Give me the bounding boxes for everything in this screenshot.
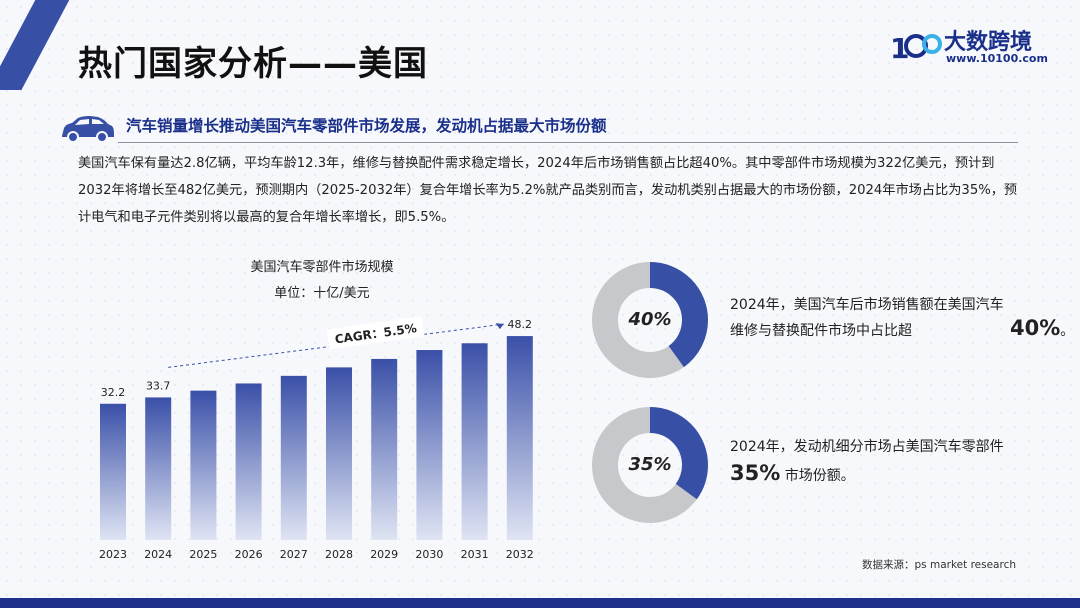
x-tick-label: 2030 xyxy=(415,548,443,561)
logo-url: www.10100.com xyxy=(946,52,1048,65)
x-tick-label: 2024 xyxy=(144,548,172,561)
bar-2024 xyxy=(145,397,172,540)
bar-2023 xyxy=(100,403,126,540)
brand-logo: 1 大数跨境 www.10100.com xyxy=(888,22,1058,68)
data-label-2024: 33.7 xyxy=(146,379,171,392)
bar-2030 xyxy=(416,350,443,540)
logo-name: 大数跨境 xyxy=(944,30,1033,55)
x-tick-label: 2029 xyxy=(370,548,398,561)
desc-highlight: 40% xyxy=(1010,316,1061,340)
donut-chart-engine: 35% xyxy=(590,405,710,525)
market-size-bar-chart: 2023 32.2 2024 33.7 2025 2026 2027 2028 2029 2030… xyxy=(99,316,534,561)
donut-fill xyxy=(592,262,708,378)
data-source: 数据来源：ps market research xyxy=(862,559,1016,571)
bar-2027 xyxy=(280,375,307,540)
donut-chart-aftermarket: 40% xyxy=(590,260,710,380)
page-title: 热门国家分析——美国 xyxy=(78,44,428,84)
cagr-label-background xyxy=(326,316,425,350)
x-tick-label: 2023 xyxy=(99,548,127,561)
chart-unit-label: 单位：十亿/美元 xyxy=(274,286,370,301)
svg-text:1: 1 xyxy=(890,32,909,65)
bar-2028 xyxy=(326,367,352,540)
donut-description-aftermarket: 2024年，美国汽车后市场销售额在美国汽车维修与替换配件市场中占比超 40%。 xyxy=(730,292,1074,344)
desc-highlight: 35% xyxy=(730,461,781,485)
x-tick-label: 2028 xyxy=(325,548,353,561)
cagr-arrow-head xyxy=(495,323,504,330)
summary-paragraph: 美国汽车保有量达2.8亿辆，平均车龄12.3年，维修与替换配件需求稳定增长，20… xyxy=(78,156,1018,225)
donut-percent-label: 35% xyxy=(628,454,672,475)
bar-2025 xyxy=(190,390,217,540)
x-tick-label: 2026 xyxy=(235,548,263,561)
bar-2032 xyxy=(506,336,533,540)
desc-text: 2024年，发动机细分市场占美国汽车零部件 xyxy=(730,439,1004,455)
desc-suffix: 市场份额。 xyxy=(780,468,855,484)
x-tick-label: 2031 xyxy=(461,548,489,561)
donut-description-engine: 2024年，发动机细分市场占美国汽车零部件 35% 市场份额。 xyxy=(730,434,1004,489)
x-tick-label: 2032 xyxy=(506,548,534,561)
data-label-2023: 32.2 xyxy=(101,386,126,399)
car-icon xyxy=(62,116,114,143)
bar-2031 xyxy=(461,343,488,540)
desc-text: 2024年，美国汽车后市场销售额在美国汽车维修与替换配件市场中占比超 xyxy=(730,297,1004,339)
desc-suffix: 。 xyxy=(1060,323,1075,339)
donut-fill xyxy=(592,407,708,523)
donut-percent-label: 40% xyxy=(628,309,672,330)
chart-title: 美国汽车零部件市场规模 xyxy=(250,260,394,275)
bar-2026 xyxy=(235,383,262,540)
data-label-2032: 48.2 xyxy=(508,318,533,331)
logo-icon: 1 xyxy=(890,32,942,65)
subtitle-divider xyxy=(118,142,1018,143)
bar-2029 xyxy=(371,358,398,540)
x-tick-label: 2025 xyxy=(189,548,217,561)
x-tick-label: 2027 xyxy=(280,548,308,561)
footer-bar xyxy=(0,598,1080,608)
subtitle-row: 汽车销量增长推动美国汽车零部件市场发展，发动机占据最大市场份额 xyxy=(56,110,1020,146)
section-subtitle: 汽车销量增长推动美国汽车零部件市场发展，发动机占据最大市场份额 xyxy=(126,117,607,135)
